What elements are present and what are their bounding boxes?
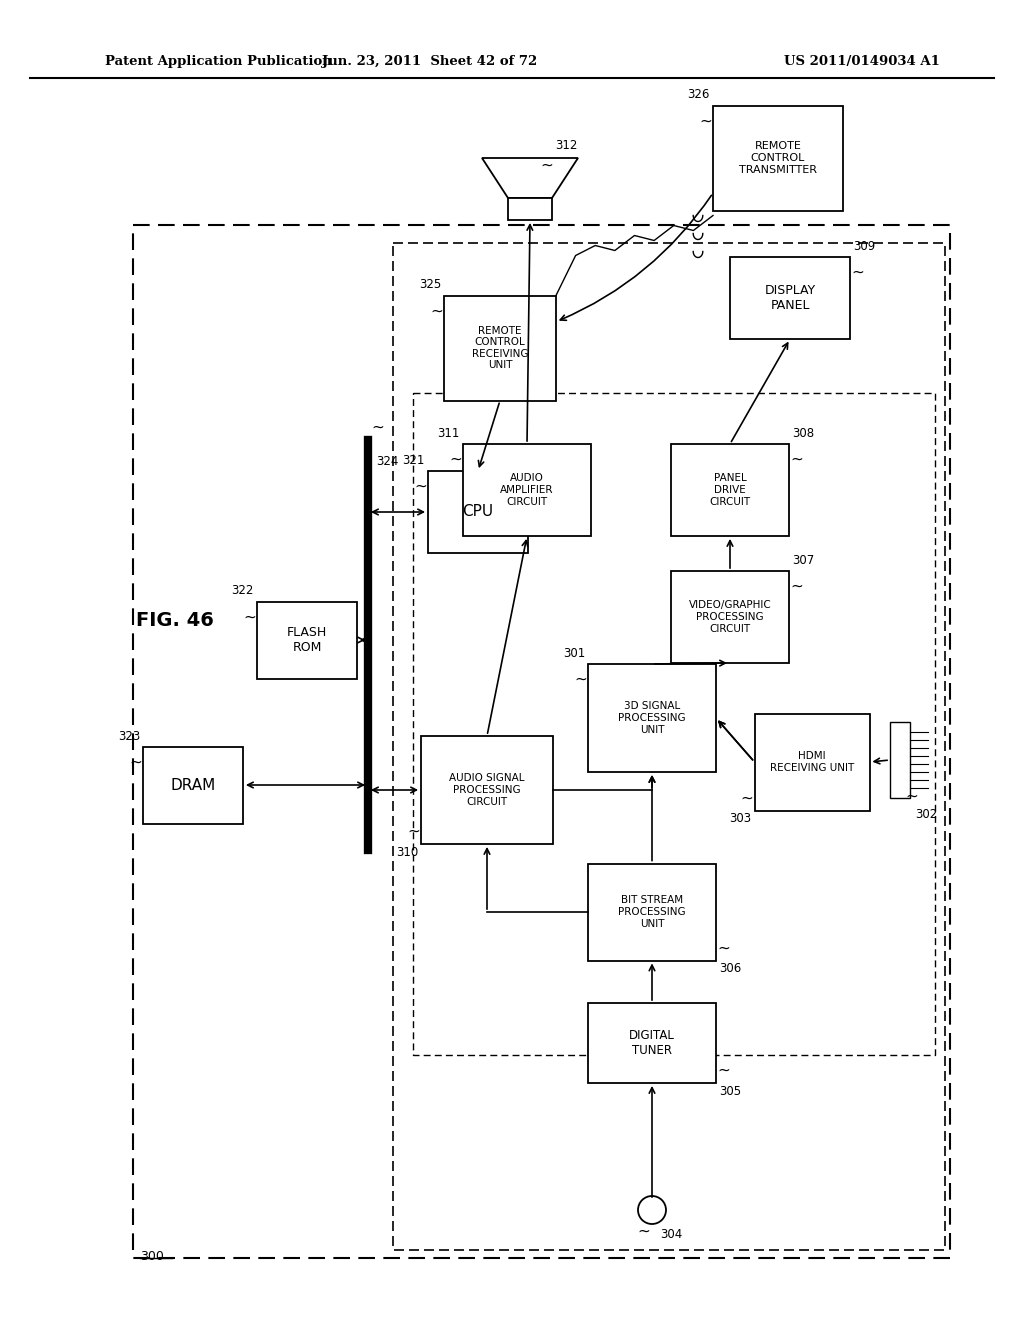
Text: DIGITAL
TUNER: DIGITAL TUNER	[629, 1030, 675, 1057]
Bar	[588, 664, 716, 772]
Text: HDMI
RECEIVING UNIT: HDMI RECEIVING UNIT	[770, 751, 854, 772]
Text: BIT STREAM
PROCESSING
UNIT: BIT STREAM PROCESSING UNIT	[618, 895, 686, 928]
Bar	[588, 1003, 716, 1082]
Bar	[257, 602, 357, 678]
Text: 3D SIGNAL
PROCESSING
UNIT: 3D SIGNAL PROCESSING UNIT	[618, 701, 686, 735]
Text: 301: 301	[563, 647, 585, 660]
Text: 302: 302	[915, 808, 937, 821]
Text: 300: 300	[140, 1250, 164, 1263]
Text: ~: ~	[129, 755, 142, 770]
Text: 305: 305	[719, 1085, 741, 1098]
Text: ~: ~	[790, 451, 803, 467]
Text: Jun. 23, 2011  Sheet 42 of 72: Jun. 23, 2011 Sheet 42 of 72	[323, 55, 538, 69]
Text: AUDIO SIGNAL
PROCESSING
CIRCUIT: AUDIO SIGNAL PROCESSING CIRCUIT	[450, 774, 524, 807]
Bar	[463, 444, 591, 536]
Text: 322: 322	[231, 585, 254, 598]
Text: ~: ~	[450, 451, 462, 467]
Text: AUDIO
AMPLIFIER
CIRCUIT: AUDIO AMPLIFIER CIRCUIT	[501, 474, 554, 507]
Bar	[713, 106, 843, 210]
Text: ~: ~	[717, 1063, 730, 1078]
Bar	[133, 224, 950, 1258]
Text: ~: ~	[244, 610, 256, 624]
Bar	[444, 296, 556, 400]
Text: ~: ~	[740, 791, 754, 805]
Bar	[143, 747, 243, 824]
Text: ~: ~	[408, 824, 420, 840]
Text: 311: 311	[437, 426, 460, 440]
Text: FIG. 46: FIG. 46	[136, 610, 214, 630]
Text: 308: 308	[792, 426, 814, 440]
Text: ~: ~	[637, 1224, 650, 1239]
Text: 325: 325	[419, 279, 441, 292]
Text: ~: ~	[851, 265, 864, 280]
Text: ~: ~	[790, 579, 803, 594]
Text: ~: ~	[905, 789, 918, 804]
Text: ~: ~	[574, 672, 587, 686]
Text: DRAM: DRAM	[170, 777, 216, 792]
Text: 310: 310	[395, 846, 418, 859]
Bar	[421, 737, 553, 843]
Bar	[508, 198, 552, 220]
Text: 303: 303	[729, 813, 752, 825]
Text: Patent Application Publication: Patent Application Publication	[105, 55, 332, 69]
Text: ~: ~	[717, 940, 730, 956]
Text: 307: 307	[792, 554, 814, 568]
Text: 321: 321	[402, 454, 425, 467]
Text: DISPLAY
PANEL: DISPLAY PANEL	[765, 284, 815, 312]
Bar	[890, 722, 910, 799]
Text: 304: 304	[660, 1228, 682, 1241]
Bar	[588, 863, 716, 961]
Bar	[671, 444, 790, 536]
Bar	[755, 714, 869, 810]
Text: PANEL
DRIVE
CIRCUIT: PANEL DRIVE CIRCUIT	[710, 474, 751, 507]
Text: REMOTE
CONTROL
RECEIVING
UNIT: REMOTE CONTROL RECEIVING UNIT	[472, 326, 528, 371]
Text: ~: ~	[699, 114, 712, 128]
Text: REMOTE
CONTROL
TRANSMITTER: REMOTE CONTROL TRANSMITTER	[739, 141, 817, 174]
Bar	[730, 257, 850, 339]
Text: 309: 309	[853, 240, 876, 253]
Text: 324: 324	[376, 455, 398, 469]
Text: ~: ~	[415, 479, 427, 494]
Text: 326: 326	[688, 88, 710, 102]
Text: ~: ~	[371, 420, 384, 436]
Text: CPU: CPU	[463, 504, 494, 520]
Text: 312: 312	[555, 139, 578, 152]
Bar	[671, 572, 790, 663]
Text: VIDEO/GRAPHIC
PROCESSING
CIRCUIT: VIDEO/GRAPHIC PROCESSING CIRCUIT	[688, 601, 771, 634]
Text: ~: ~	[430, 304, 443, 318]
Bar	[413, 393, 935, 1055]
Text: FLASH
ROM: FLASH ROM	[287, 626, 327, 653]
Text: 323: 323	[118, 730, 140, 742]
Bar	[393, 243, 945, 1250]
Text: US 2011/0149034 A1: US 2011/0149034 A1	[784, 55, 940, 69]
Text: 306: 306	[719, 962, 741, 975]
Text: ~: ~	[540, 158, 553, 173]
Bar	[428, 471, 528, 553]
